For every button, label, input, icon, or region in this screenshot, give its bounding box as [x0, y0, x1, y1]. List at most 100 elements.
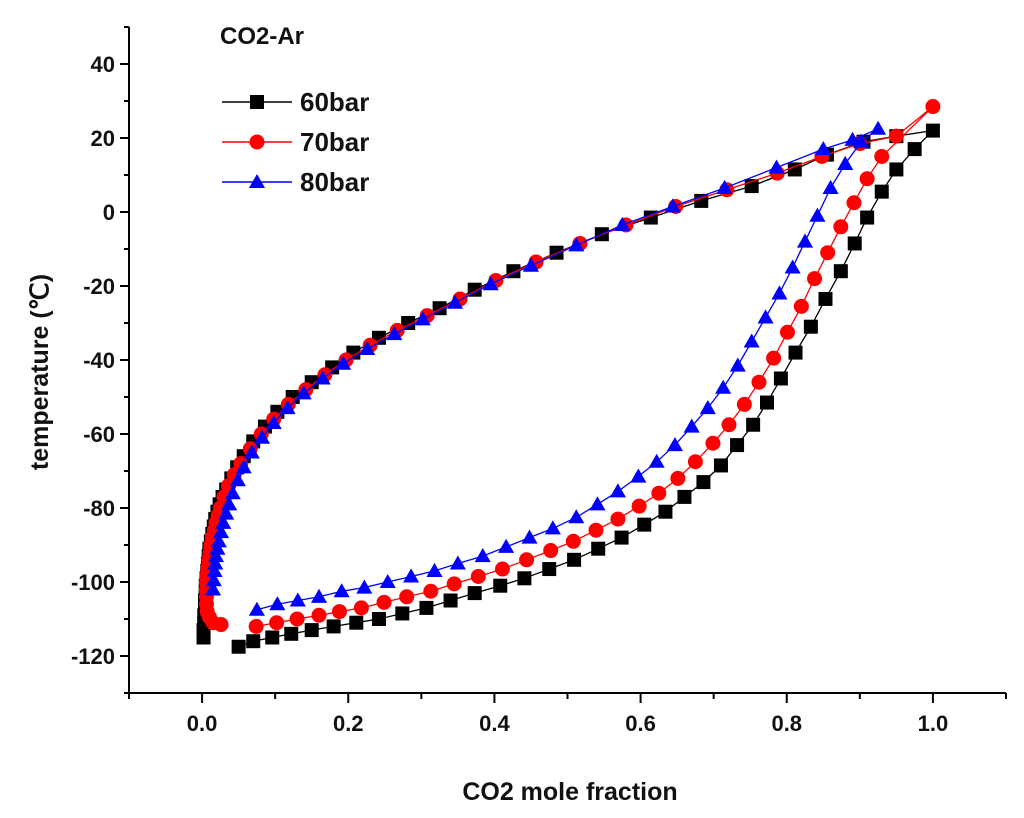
data-point [248, 618, 264, 634]
data-point [521, 529, 538, 544]
data-point [715, 379, 732, 394]
data-point [419, 600, 434, 615]
data-point [793, 298, 809, 314]
legend-label: 60bar [300, 87, 369, 117]
data-point [766, 350, 782, 366]
x-tick-label: 0.4 [479, 711, 510, 736]
y-tick-label: 0 [103, 200, 115, 225]
series [196, 99, 941, 654]
data-point [331, 604, 347, 620]
x-tick-label: 0.6 [625, 711, 656, 736]
data-point [736, 396, 752, 412]
series-80bar [204, 120, 887, 616]
data-point [426, 562, 443, 577]
data-point [713, 458, 728, 473]
data-point [376, 594, 392, 610]
data-point [395, 606, 410, 621]
data-point [522, 257, 540, 272]
x-tick-label: 0.2 [333, 711, 364, 736]
data-point [265, 414, 282, 429]
legend-label: 80bar [300, 167, 369, 197]
x-tick-label: 0.8 [771, 711, 802, 736]
data-point [803, 319, 818, 334]
data-point [284, 626, 299, 641]
axes [128, 27, 1006, 694]
data-point [651, 485, 667, 501]
data-point [314, 370, 331, 385]
data-point [705, 435, 721, 451]
data-point [614, 530, 629, 545]
data-point [353, 600, 369, 616]
data-point [310, 588, 328, 603]
data-point [637, 517, 652, 532]
data-point [265, 630, 280, 645]
data-point [443, 593, 458, 608]
data-point [543, 543, 559, 559]
data-point [243, 444, 260, 459]
data-point [371, 612, 386, 626]
data-point [205, 572, 222, 587]
data-point [658, 504, 673, 519]
data-point [730, 438, 745, 453]
data-point [925, 99, 941, 115]
data-point [446, 294, 464, 309]
data-point [907, 142, 922, 157]
data-point [379, 573, 396, 589]
data-point [760, 395, 775, 410]
data-point [544, 520, 561, 535]
data-point [788, 345, 803, 360]
data-point [517, 571, 532, 586]
data-point [784, 259, 801, 274]
data-point [874, 184, 889, 199]
data-point [699, 400, 716, 415]
data-point [349, 615, 364, 630]
data-point [847, 236, 862, 251]
data-point [818, 291, 833, 306]
data-point [807, 271, 823, 287]
data-point [743, 333, 760, 348]
data-point [470, 568, 486, 584]
data-point [870, 120, 887, 135]
data-point [696, 475, 711, 490]
data-point [231, 639, 246, 654]
x-tick-label: 0.0 [187, 711, 218, 736]
data-point [666, 437, 683, 452]
data-point [822, 179, 839, 194]
data-point [246, 634, 261, 649]
data-point [815, 141, 832, 156]
chart-title: CO2-Ar [220, 23, 304, 50]
data-point [215, 514, 232, 529]
data-point [820, 245, 836, 261]
data-point [253, 429, 271, 444]
legend-marker [249, 134, 265, 150]
data-point [588, 522, 604, 538]
data-point [757, 309, 774, 324]
data-point [787, 162, 802, 177]
data-point [304, 623, 319, 638]
data-point [889, 162, 904, 177]
data-point [326, 619, 341, 634]
data-point [677, 489, 692, 504]
data-point [565, 533, 581, 549]
data-point [796, 233, 814, 248]
data-point [482, 276, 499, 291]
y-tick-label: -120 [71, 644, 115, 669]
data-point [746, 417, 761, 432]
data-point [591, 541, 606, 556]
data-point [542, 562, 557, 577]
y-tick-label: -20 [83, 274, 115, 299]
legend-item: 60bar [222, 87, 369, 117]
data-point [359, 340, 376, 355]
series-line [212, 128, 879, 611]
data-point [289, 611, 305, 627]
data-point [494, 561, 510, 577]
data-point [403, 568, 420, 583]
y-tick-label: -40 [83, 348, 115, 373]
data-point [498, 538, 515, 553]
legend-marker [250, 95, 264, 109]
data-point [423, 583, 439, 599]
data-point [809, 207, 826, 222]
data-point [771, 285, 788, 300]
data-point [204, 581, 222, 596]
